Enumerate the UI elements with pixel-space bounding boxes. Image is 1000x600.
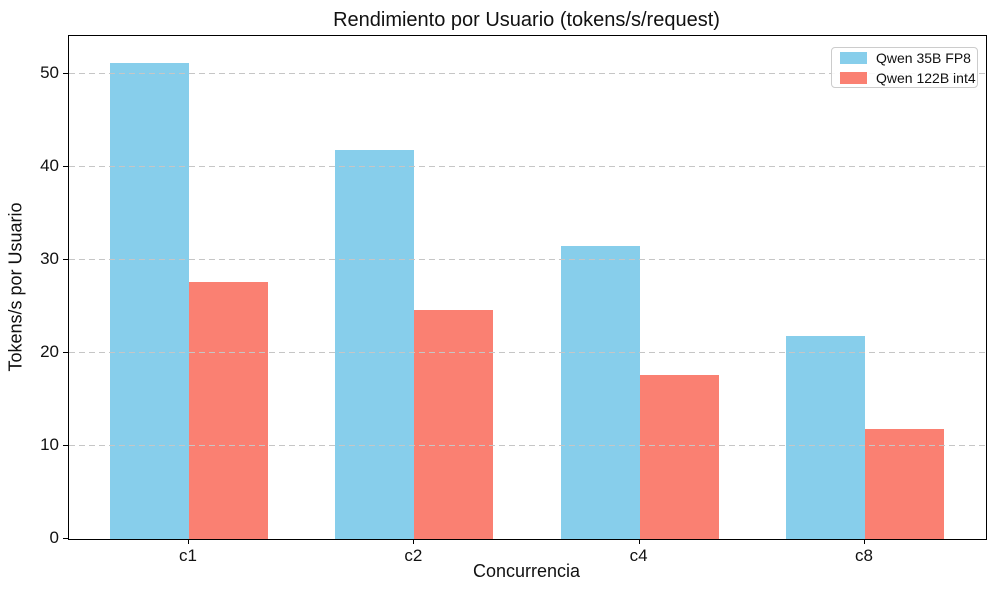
legend-swatch-icon xyxy=(840,51,867,64)
y-tick-label-10: 10 xyxy=(40,434,59,454)
legend-item-2: Qwen 122B int4 xyxy=(840,70,976,86)
x-tick-label-c2: c2 xyxy=(404,546,423,565)
bar-c4-series-2 xyxy=(639,375,719,539)
x-tick-label-c1: c1 xyxy=(179,546,197,565)
x-tick-mark-c8 xyxy=(863,539,865,544)
y-tick-label-0: 0 xyxy=(49,528,59,547)
bar-c1-series-1 xyxy=(110,62,189,539)
y-tick-mark-20 xyxy=(63,351,68,353)
legend: Qwen 35B FP8 Qwen 122B int4 xyxy=(831,47,978,88)
legend-label: Qwen 122B int4 xyxy=(876,69,976,86)
bar-c2-series-2 xyxy=(414,310,494,539)
gridline-y-30 xyxy=(69,258,986,260)
bar-c4-series-1 xyxy=(560,245,640,539)
y-tick-label-40: 40 xyxy=(40,155,59,175)
gridline-y-50 xyxy=(69,72,986,74)
x-tick-label-c8: c8 xyxy=(855,546,873,565)
x-axis-label: Concurrencia xyxy=(472,561,581,581)
y-tick-mark-40 xyxy=(63,165,68,167)
y-axis-label: Tokens/s por Usuario xyxy=(5,201,26,372)
legend-swatch-icon xyxy=(840,71,867,84)
legend-item-1: Qwen 35B FP8 xyxy=(840,49,971,66)
bar-c1-series-2 xyxy=(189,282,268,539)
y-tick-label-50: 50 xyxy=(40,62,59,82)
gridline-y-40 xyxy=(69,165,986,167)
chart-title: Rendimiento por Usuario (tokens/s/reques… xyxy=(333,9,720,31)
x-tick-mark-c1 xyxy=(188,539,189,544)
x-tick-mark-c4 xyxy=(638,539,640,544)
y-tick-mark-50 xyxy=(63,72,68,74)
bar-c2-series-1 xyxy=(335,150,415,539)
y-tick-label-20: 20 xyxy=(40,341,59,361)
y-tick-mark-10 xyxy=(63,444,68,446)
x-tick-mark-c2 xyxy=(413,539,415,544)
y-tick-mark-0 xyxy=(63,538,68,539)
y-tick-label-30: 30 xyxy=(40,248,59,268)
gridline-y-20 xyxy=(69,351,986,353)
legend-label: Qwen 35B FP8 xyxy=(876,49,971,66)
y-tick-mark-30 xyxy=(63,258,68,260)
bar-c8-series-1 xyxy=(785,336,865,539)
x-tick-label-c4: c4 xyxy=(629,546,648,565)
plot-area xyxy=(68,35,987,540)
gridline-y-10 xyxy=(69,444,986,446)
bar-c8-series-2 xyxy=(864,429,944,539)
